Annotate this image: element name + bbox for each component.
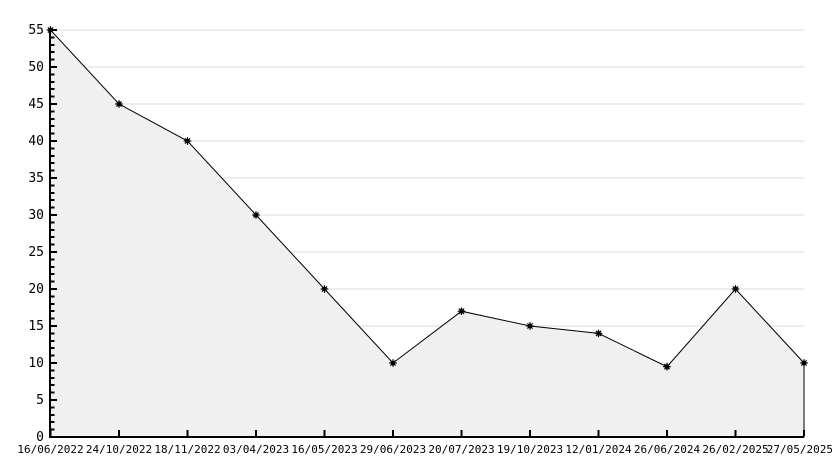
data-point-marker (663, 362, 671, 371)
ticks (49, 29, 805, 438)
axes (49, 29, 804, 438)
x-axis-tick-label: 26/06/2024 (634, 443, 701, 456)
y-axis-tick-label: 45 (28, 97, 44, 112)
y-axis-tick-label: 10 (28, 356, 44, 371)
data-point-marker (457, 307, 466, 315)
y-axis-tick-label: 40 (28, 134, 44, 149)
y-axis-tick-label: 35 (28, 171, 44, 186)
y-axis-tick-label: 55 (28, 23, 44, 38)
x-axis-tick-label: 18/11/2022 (154, 443, 220, 456)
x-axis-tick-label: 29/06/2023 (360, 443, 426, 456)
x-axis-tick-label: 27/05/2025 (767, 443, 833, 456)
series (50, 28, 805, 438)
y-axis-tick-label: 20 (28, 282, 44, 297)
area-series (50, 28, 805, 438)
x-axis-tick-label: 19/10/2023 (497, 443, 563, 456)
data-point-marker (183, 137, 192, 145)
x-axis-tick-label: 03/04/2023 (223, 443, 289, 456)
x-axis-tick-label: 12/01/2024 (565, 443, 632, 456)
y-axis-tick-label: 50 (28, 60, 44, 75)
data-point-marker (800, 359, 808, 367)
data-point-marker (526, 322, 534, 330)
x-axis-tick-label: 24/10/2022 (86, 443, 152, 456)
y-axis-tick-label: 0 (36, 430, 44, 445)
data-point-marker (252, 211, 260, 219)
data-point-marker (389, 359, 397, 367)
data-point-marker (594, 329, 603, 338)
y-axis-tick-label: 5 (36, 393, 44, 408)
x-axis-tick-label: 26/02/2025 (702, 443, 768, 456)
y-axis-tick-label: 25 (28, 245, 44, 260)
x-axis-labels: 16/06/2022 24/10/2022 18/11/2022 03/04/2023… (17, 443, 833, 456)
x-axis-tick-label: 16/06/2022 (17, 443, 83, 456)
y-axis-tick-label: 30 (28, 208, 44, 223)
x-axis-tick-label: 16/05/2023 (291, 443, 357, 456)
x-axis-tick-label: 20/07/2023 (428, 443, 494, 456)
y-axis-tick-label: 15 (28, 319, 44, 334)
data-point-marker (731, 285, 740, 293)
data-point-marker (115, 100, 123, 108)
data-point-marker (320, 285, 329, 293)
y-axis-labels: 0 5 10 15 20 25 30 35 40 45 50 55 (28, 23, 44, 445)
